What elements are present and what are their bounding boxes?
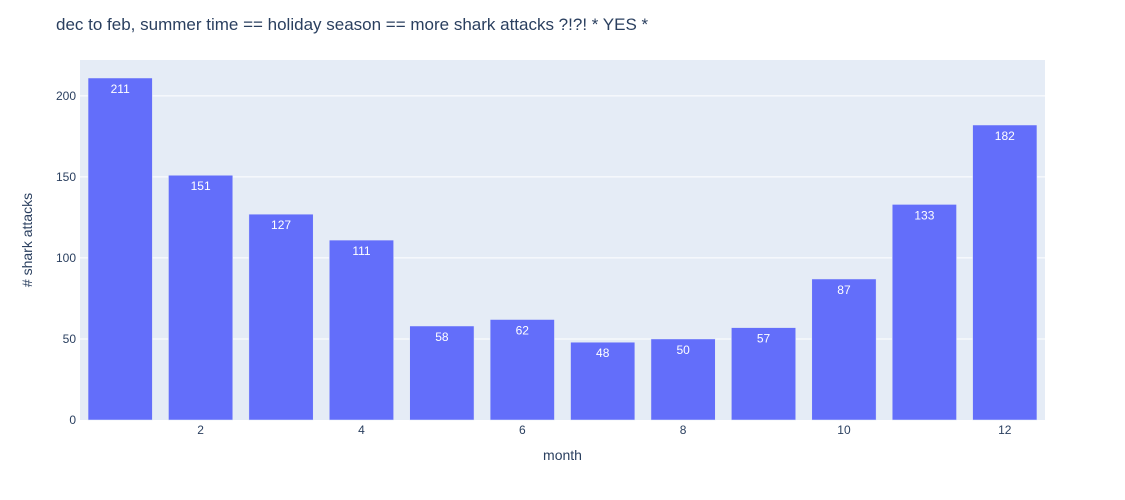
grid-lines: [80, 95, 1045, 340]
x-axis-title: month: [543, 447, 582, 463]
bar-value-label: 57: [757, 332, 771, 346]
x-tick-label: 10: [837, 423, 851, 437]
bar: [650, 338, 716, 421]
bar-value-label: 111: [352, 244, 371, 258]
bar-value-label: 62: [516, 324, 530, 338]
bar-value-label: 50: [676, 343, 690, 357]
bar: [811, 278, 877, 421]
x-tick-label: 8: [680, 423, 687, 437]
y-tick-label: 200: [56, 89, 76, 103]
bar-value-label: 58: [435, 330, 449, 344]
bar: [329, 239, 394, 421]
bar: [972, 124, 1038, 421]
plot-background: [80, 60, 1045, 420]
y-tick-label: 100: [56, 251, 76, 265]
bar: [168, 174, 234, 421]
y-axis-ticks: 0 50 100 150 200: [56, 89, 76, 427]
bar: [489, 319, 555, 421]
y-axis-title: # shark attacks: [19, 193, 35, 287]
x-axis-ticks: 2 4 6 8 10 12: [197, 423, 1012, 437]
bar: [891, 204, 957, 421]
bar-value-label: 133: [914, 208, 934, 222]
y-tick-label: 150: [56, 170, 76, 184]
bar: [570, 341, 636, 421]
bar-value-label: 48: [596, 346, 610, 360]
bar-value-label: 87: [837, 283, 851, 297]
bar: [731, 327, 796, 421]
bar-value-label: 127: [271, 218, 291, 232]
bars: 211 151 127 111 58 62 48 50 57 87 133 182: [87, 77, 1038, 421]
x-tick-label: 4: [358, 423, 365, 437]
y-tick-label: 50: [63, 332, 77, 346]
bar-value-label: 182: [995, 129, 1015, 143]
bar: [409, 325, 475, 421]
x-tick-label: 2: [197, 423, 204, 437]
bar: [87, 77, 153, 421]
chart-title: dec to feb, summer time == holiday seaso…: [56, 15, 649, 34]
x-tick-label: 6: [519, 423, 526, 437]
bar-value-label: 151: [191, 179, 211, 193]
y-tick-label: 0: [69, 413, 76, 427]
bar: [248, 213, 314, 421]
bar-value-label: 211: [111, 82, 130, 96]
x-tick-label: 12: [998, 423, 1012, 437]
